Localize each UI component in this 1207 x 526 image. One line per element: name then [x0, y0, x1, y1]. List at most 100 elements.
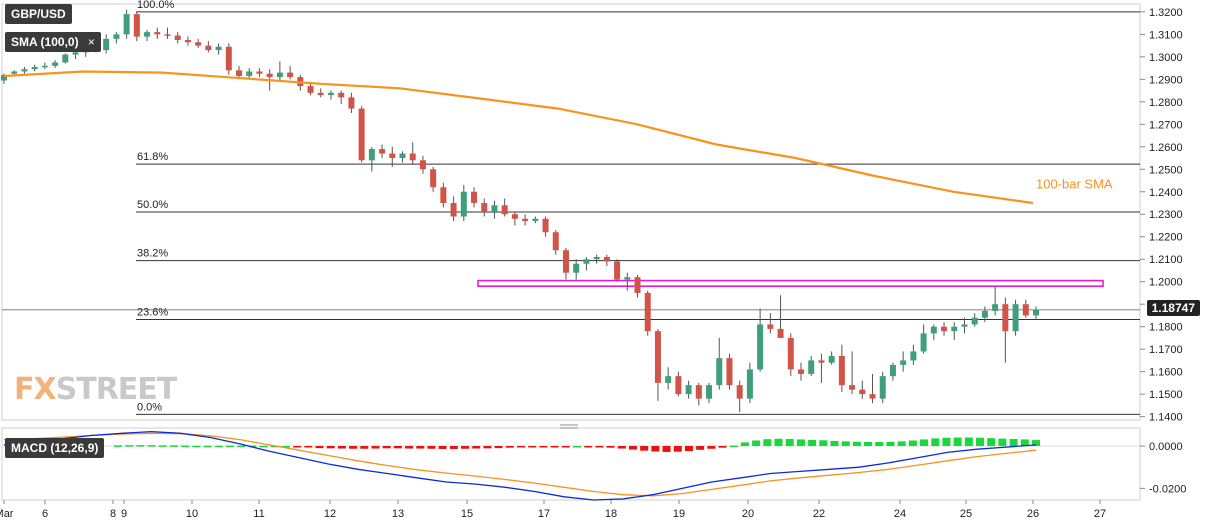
- candle-up: [103, 38, 110, 51]
- candle-down: [726, 358, 733, 386]
- fib-level-label: 0.0%: [137, 401, 162, 413]
- candle-down: [256, 71, 263, 74]
- x-tick-label: Mar: [0, 508, 14, 520]
- candle-up: [583, 259, 590, 264]
- macd-hist-bar-down: [505, 446, 514, 448]
- x-tick-label: 19: [673, 508, 685, 520]
- candle-up: [981, 310, 988, 318]
- candle-up: [593, 256, 600, 260]
- candle-up: [31, 66, 38, 70]
- y-tick-label: 1.2700: [1149, 119, 1183, 131]
- macd-indicator-label: MACD (12,26,9): [5, 438, 105, 458]
- candle-down: [797, 369, 804, 374]
- macd-hist-bar-up: [225, 445, 234, 448]
- macd-hist-bar-down: [696, 446, 705, 450]
- macd-hist-bar-down: [349, 446, 358, 449]
- candle-up: [399, 153, 406, 159]
- candle-up: [685, 385, 692, 395]
- x-tick-label: 15: [461, 508, 473, 520]
- candle-up: [889, 364, 896, 377]
- macd-hist-bar-down: [360, 446, 369, 449]
- macd-hist-bar-up: [987, 438, 996, 446]
- candle-down: [266, 73, 273, 78]
- macd-hist-bar-up: [1009, 439, 1018, 446]
- candle-up: [72, 52, 79, 55]
- candle-down: [542, 218, 549, 233]
- macd-hist-bar-down: [427, 446, 436, 449]
- candle-down: [501, 205, 508, 215]
- macd-y-tick-label: -0.0200: [1149, 483, 1186, 495]
- candle-up: [246, 71, 253, 76]
- y-tick-label: 1.1800: [1149, 322, 1183, 334]
- candle-down: [195, 42, 202, 46]
- close-icon[interactable]: ×: [87, 35, 95, 49]
- macd-hist-bar-down: [595, 446, 604, 448]
- candle-down: [838, 355, 845, 386]
- macd-hist-bar-up: [147, 445, 156, 447]
- candle-down: [767, 324, 774, 329]
- y-tick-label: 1.1400: [1149, 412, 1183, 424]
- y-tick-label: 1.2500: [1149, 164, 1183, 176]
- x-tick-label: 17: [538, 508, 550, 520]
- y-tick-label: 1.2000: [1149, 277, 1183, 289]
- macd-hist-bar-down: [673, 446, 682, 452]
- sma-annotation: 100-bar SMA: [1036, 176, 1113, 191]
- macd-hist-bar-down: [326, 446, 335, 449]
- x-tick-label: 22: [813, 508, 825, 520]
- macd-hist-bar-down: [416, 446, 425, 449]
- candle-down: [236, 70, 243, 76]
- macd-hist-bar-up: [114, 445, 122, 447]
- candle-up: [368, 149, 375, 161]
- macd-hist-bar-up: [886, 441, 895, 446]
- macd-hist-bar-up: [270, 445, 279, 448]
- candle-down: [787, 337, 794, 370]
- candle-down: [348, 97, 355, 109]
- candle-up: [757, 324, 764, 370]
- macd-hist-bar-down: [371, 446, 380, 449]
- x-tick-label: 9: [121, 508, 127, 520]
- candle-up: [11, 71, 18, 74]
- candle-up: [1033, 309, 1039, 316]
- macd-hist-bar-up: [785, 439, 794, 446]
- x-tick-label: 18: [605, 508, 617, 520]
- y-tick-label: 1.2100: [1149, 254, 1183, 266]
- macd-hist-bar-up: [136, 445, 145, 447]
- macd-hist-bar-up: [774, 438, 783, 446]
- x-tick-label: 11: [253, 508, 264, 520]
- candle-down: [644, 292, 651, 332]
- candle-up: [41, 65, 48, 68]
- macd-hist-bar-up: [808, 439, 817, 446]
- candle-up: [992, 304, 999, 311]
- y-tick-label: 1.1700: [1149, 344, 1183, 356]
- y-tick-label: 1.2300: [1149, 209, 1183, 221]
- candle-down: [307, 86, 314, 93]
- macd-hist-bar-down: [684, 446, 693, 452]
- macd-hist-bar-down: [304, 446, 313, 448]
- candle-up: [144, 32, 151, 37]
- candle-up: [1, 74, 7, 81]
- fib-level-label: 23.6%: [137, 306, 168, 318]
- macd-hist-bar-up: [259, 445, 268, 448]
- macd-hist-bar-up: [897, 441, 906, 446]
- resistance-zone: [477, 279, 1104, 288]
- candle-up: [706, 385, 713, 399]
- candle-up: [828, 355, 835, 363]
- macd-hist-bar-down: [662, 446, 671, 452]
- candle-down: [287, 72, 294, 78]
- candle-down: [869, 394, 876, 399]
- macd-hist-bar-down: [640, 446, 649, 451]
- candle-down: [430, 169, 437, 188]
- fib-level-label: 100.0%: [137, 0, 175, 11]
- fib-level-label: 61.8%: [137, 151, 168, 163]
- x-tick-label: 27: [1094, 508, 1106, 520]
- current-price-tag: 1.18747: [1146, 300, 1200, 316]
- y-tick-label: 1.2800: [1149, 97, 1183, 109]
- macd-hist-bar-down: [393, 446, 402, 449]
- candle-down: [379, 149, 386, 154]
- candle-down: [849, 385, 856, 390]
- macd-hist-bar-up: [1032, 440, 1040, 446]
- y-tick-label: 1.1500: [1149, 389, 1183, 401]
- candle-up: [327, 92, 334, 96]
- candle-up: [491, 205, 498, 212]
